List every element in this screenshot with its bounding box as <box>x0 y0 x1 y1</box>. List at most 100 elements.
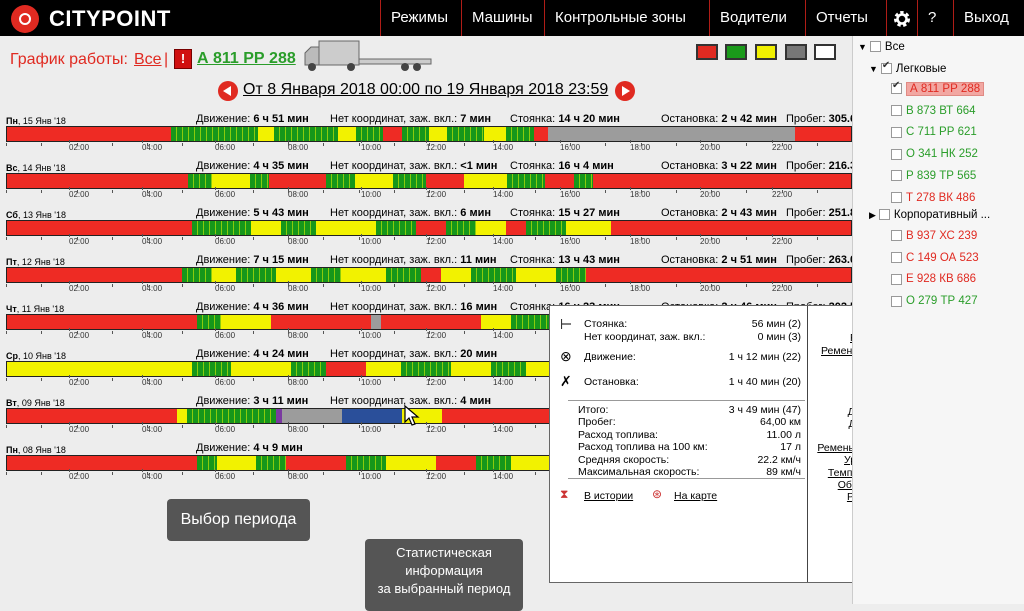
car-plate-label[interactable]: С 149 ОА 523 <box>906 251 979 264</box>
activity-timeline-bar[interactable] <box>6 267 852 283</box>
timeline-segment-red[interactable] <box>585 268 851 282</box>
timeline-segment-red[interactable] <box>795 127 851 141</box>
timeline-segment-green[interactable] <box>171 127 258 141</box>
timeline-segment-yellow[interactable] <box>221 315 272 329</box>
timeline-segment-red[interactable] <box>545 174 574 188</box>
timeline-segment-yellow[interactable] <box>216 456 257 470</box>
timeline-segment-yellow[interactable] <box>257 127 275 141</box>
timeline-segment-gray[interactable] <box>282 409 343 423</box>
tree-car-row[interactable]: В 873 ВТ 664 <box>891 105 976 117</box>
app-name[interactable]: CITYPOINT <box>49 6 171 31</box>
timeline-segment-red[interactable] <box>7 409 177 423</box>
timeline-segment-green[interactable] <box>376 221 417 235</box>
timeline-segment-green[interactable] <box>274 127 338 141</box>
settings-gear-icon[interactable] <box>886 0 917 36</box>
timeline-segment-red[interactable] <box>610 221 851 235</box>
timeline-segment-green[interactable] <box>281 221 317 235</box>
tree-car-row[interactable]: С 149 ОА 523 <box>891 252 979 264</box>
car-checkbox[interactable] <box>891 191 902 203</box>
nav-drivers[interactable]: Водители <box>709 0 787 36</box>
timeline-segment-red[interactable] <box>7 315 197 329</box>
legend-green[interactable] <box>725 44 747 60</box>
timeline-segment-green[interactable] <box>401 362 451 376</box>
timeline-segment-red[interactable] <box>326 362 367 376</box>
tree-car-row[interactable]: О 279 ТР 427 <box>891 295 978 307</box>
timeline-segment-yellow[interactable] <box>450 362 491 376</box>
car-checkbox[interactable] <box>891 295 902 307</box>
nav-reports[interactable]: Отчеты <box>805 0 868 36</box>
timeline-segment-red[interactable] <box>383 127 402 141</box>
car-checkbox[interactable] <box>891 126 902 138</box>
timeline-segment-red[interactable] <box>592 174 851 188</box>
timeline-segment-green[interactable] <box>470 268 516 282</box>
timeline-segment-yellow[interactable] <box>231 362 292 376</box>
car-checkbox[interactable] <box>891 148 902 160</box>
timeline-segment-green[interactable] <box>188 174 212 188</box>
car-plate-label[interactable]: А 811 РР 288 <box>906 82 985 96</box>
nav-help[interactable]: ? <box>917 0 936 36</box>
citypoint-logo-icon[interactable] <box>11 5 39 33</box>
timeline-segment-green[interactable] <box>181 268 212 282</box>
date-range-link[interactable]: От 8 Января 2018 00:00 по 19 Января 2018… <box>243 81 609 98</box>
car-checkbox[interactable] <box>891 273 902 285</box>
car-plate-label[interactable]: О 341 НК 252 <box>906 148 978 161</box>
activity-timeline-bar[interactable] <box>6 220 852 236</box>
tree-car-row[interactable]: А 811 РР 288 <box>891 80 985 96</box>
nav-logout[interactable]: Выход <box>953 0 1009 36</box>
timeline-segment-gray[interactable] <box>547 127 796 141</box>
car-checkbox[interactable] <box>891 80 902 95</box>
tree-car-row[interactable]: В 937 ХС 239 <box>891 230 977 242</box>
timeline-segment-green[interactable] <box>386 268 422 282</box>
timeline-segment-purple[interactable] <box>276 409 283 423</box>
timeline-segment-green[interactable] <box>191 362 232 376</box>
activity-timeline-bar[interactable] <box>6 173 852 189</box>
timeline-segment-yellow[interactable] <box>211 174 250 188</box>
timeline-segment-green[interactable] <box>401 127 430 141</box>
timeline-segment-green[interactable] <box>249 174 269 188</box>
tree-car-row[interactable]: С 711 РР 621 <box>891 126 977 138</box>
group1-checkbox[interactable] <box>880 60 892 75</box>
car-plate-label[interactable]: Т 278 ВК 486 <box>906 191 976 204</box>
expand-caret-icon[interactable]: ▶ <box>869 210 876 220</box>
group2-checkbox[interactable] <box>878 209 890 221</box>
timeline-segment-green[interactable] <box>447 127 484 141</box>
timeline-segment-green[interactable] <box>196 315 222 329</box>
legend-gray[interactable] <box>785 44 807 60</box>
timeline-segment-red[interactable] <box>7 174 188 188</box>
timeline-segment-green[interactable] <box>507 174 546 188</box>
timeline-segment-yellow[interactable] <box>176 409 187 423</box>
timeline-segment-red[interactable] <box>421 268 441 282</box>
activity-timeline-bar[interactable] <box>6 126 852 142</box>
timeline-segment-red[interactable] <box>435 456 476 470</box>
timeline-segment-green[interactable] <box>525 221 566 235</box>
timeline-segment-yellow[interactable] <box>475 221 506 235</box>
timeline-segment-yellow[interactable] <box>429 127 448 141</box>
legend-yellow[interactable] <box>755 44 777 60</box>
tree-group1-row[interactable]: ▼ Легковые <box>869 60 946 75</box>
timeline-segment-red[interactable] <box>7 268 182 282</box>
view-in-history-link[interactable]: В истории <box>584 490 634 502</box>
timeline-segment-yellow[interactable] <box>251 221 282 235</box>
tree-car-row[interactable]: Р 839 ТР 565 <box>891 170 976 182</box>
timeline-segment-green[interactable] <box>445 221 476 235</box>
timeline-segment-green[interactable] <box>256 456 287 470</box>
car-plate-label[interactable]: В 937 ХС 239 <box>906 230 978 242</box>
timeline-segment-green[interactable] <box>186 409 277 423</box>
timeline-segment-green[interactable] <box>236 268 277 282</box>
timeline-segment-green[interactable] <box>346 456 387 470</box>
timeline-segment-red[interactable] <box>7 456 197 470</box>
selected-vehicle-link[interactable]: А 811 РР 288 <box>197 50 296 67</box>
timeline-segment-green[interactable] <box>392 174 427 188</box>
timeline-segment-green[interactable] <box>196 456 217 470</box>
timeline-segment-green[interactable] <box>510 315 556 329</box>
timeline-segment-green[interactable] <box>191 221 252 235</box>
timeline-segment-yellow[interactable] <box>276 268 312 282</box>
timeline-segment-green[interactable] <box>475 456 511 470</box>
timeline-segment-red[interactable] <box>505 221 526 235</box>
car-plate-label[interactable]: В 873 ВТ 664 <box>906 104 976 117</box>
nav-control-zones[interactable]: Контрольные зоны <box>544 0 686 36</box>
timeline-segment-yellow[interactable] <box>565 221 611 235</box>
car-plate-label[interactable]: С 711 РР 621 <box>906 126 977 139</box>
timeline-segment-yellow[interactable] <box>480 315 511 329</box>
timeline-segment-green[interactable] <box>326 174 355 188</box>
